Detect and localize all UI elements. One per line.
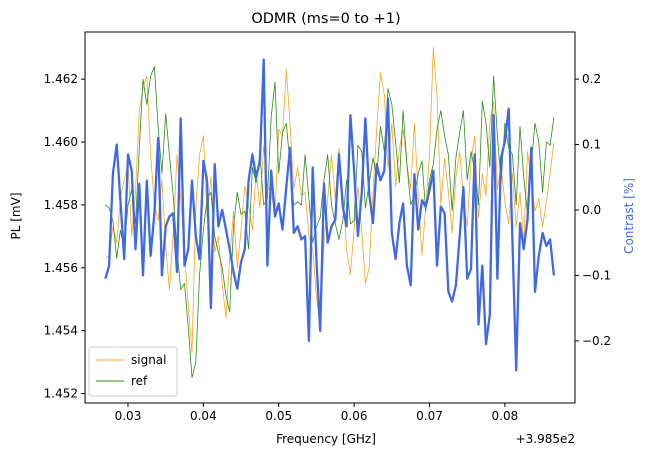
y-left-tick-label: 1.462: [44, 72, 78, 86]
plot-frame: [84, 31, 576, 404]
x-tick-label: 0.07: [416, 409, 443, 423]
y-left-tick-label: 1.458: [44, 198, 78, 212]
y-left-tick-label: 1.460: [44, 135, 78, 149]
y-left-tick-label: 1.456: [44, 261, 78, 275]
series-line-contrast: [104, 58, 556, 372]
legend: signal ref: [88, 346, 178, 397]
x-axis-label: Frequency [GHz]: [276, 432, 376, 446]
y-left-tick-label: 1.454: [44, 324, 78, 338]
chart-title: ODMR (ms=0 to +1): [251, 11, 400, 27]
x-tick-label: 0.08: [492, 409, 519, 423]
legend-label-signal: signal: [131, 353, 167, 367]
x-tick-label: 0.05: [265, 409, 292, 423]
y-right-tick-label: −0.1: [582, 268, 611, 282]
x-tick-label: 0.04: [190, 409, 217, 423]
axes: 0.03 0.04 0.05 0.06 0.07 0.08 1.452 1.454 1.456 1…: [44, 31, 611, 423]
y-right-tick-label: −0.2: [582, 334, 611, 348]
y-axis-label-left: PL [mV]: [9, 193, 23, 240]
plot-area: [104, 47, 556, 379]
x-tick-label: 0.06: [341, 409, 368, 423]
y-left-tick-label: 1.452: [44, 387, 78, 401]
series-line-ref: [105, 66, 555, 379]
y-right-tick-label: 0.0: [582, 203, 601, 217]
y-right-tick-label: 0.1: [582, 138, 601, 152]
series-line-signal: [105, 47, 555, 354]
legend-label-ref: ref: [131, 374, 148, 388]
legend-box: [88, 346, 178, 397]
x-offset-label: +3.985e2: [516, 432, 575, 446]
y-axis-label-right: Contrast [%]: [622, 178, 636, 254]
x-tick-label: 0.03: [115, 409, 142, 423]
y-right-tick-label: 0.2: [582, 72, 601, 86]
